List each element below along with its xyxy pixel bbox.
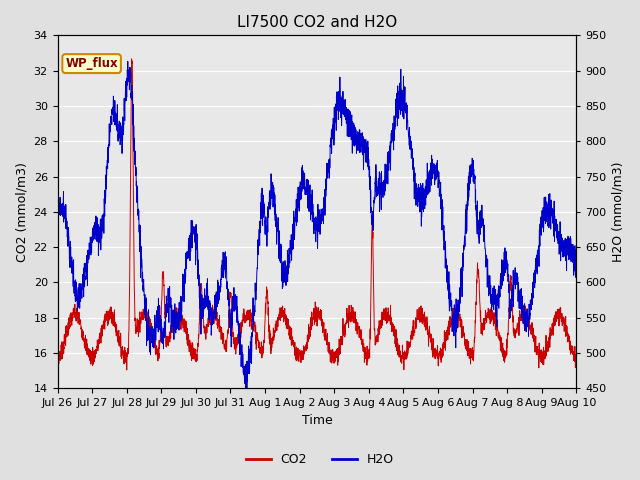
- Legend: CO2, H2O: CO2, H2O: [241, 448, 399, 471]
- X-axis label: Time: Time: [301, 414, 332, 427]
- Y-axis label: CO2 (mmol/m3): CO2 (mmol/m3): [15, 162, 28, 262]
- Text: WP_flux: WP_flux: [65, 57, 118, 70]
- Y-axis label: H2O (mmol/m3): H2O (mmol/m3): [612, 162, 625, 262]
- Title: LI7500 CO2 and H2O: LI7500 CO2 and H2O: [237, 15, 397, 30]
